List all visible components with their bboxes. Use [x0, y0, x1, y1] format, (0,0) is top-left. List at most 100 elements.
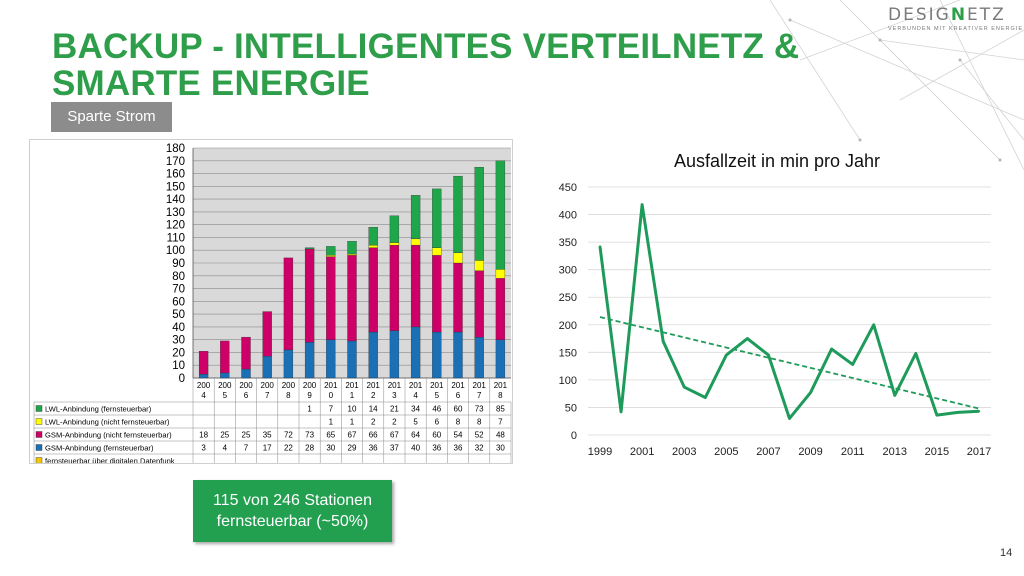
x-tick-label: 3 [392, 391, 397, 400]
data-point [598, 245, 602, 248]
data-point [683, 385, 686, 389]
y-tick-label: 180 [166, 143, 185, 155]
x-tick-label: 4 [201, 391, 206, 400]
table-cell: 34 [411, 405, 420, 414]
bar-segment [432, 255, 442, 333]
stations-callout: 115 von 246 Stationen fernsteuerbar (~50… [193, 480, 392, 542]
x-tick-label: 201 [367, 381, 381, 390]
logo-wordmark: DESIGNETZ [888, 5, 1006, 25]
data-point [809, 391, 812, 394]
bar-segment [410, 238, 421, 246]
x-tick-label: 2011 [841, 446, 865, 458]
bar-segment [453, 252, 463, 264]
data-point [767, 353, 770, 357]
x-tick-label: 2 [371, 391, 376, 400]
table-cell: 67 [390, 431, 399, 440]
legend-swatch [35, 457, 43, 464]
x-tick-label: 4 [413, 391, 418, 400]
table-cell: 8 [456, 418, 461, 427]
x-tick-label: 7 [477, 391, 482, 400]
table-cell: 65 [326, 431, 335, 440]
data-point [788, 417, 791, 420]
bar-segment [474, 336, 484, 379]
y-tick-label: 150 [559, 347, 577, 359]
designetz-logo: DESIGNETZ VERBUNDEN MIT KREATIVER ENERGI… [888, 5, 1022, 36]
x-tick-label: 6 [244, 391, 249, 400]
table-cell: 17 [263, 444, 272, 453]
bar-segment [347, 255, 357, 342]
bar-segment [220, 372, 230, 379]
x-tick-label: 5 [435, 391, 440, 400]
bar-segment [326, 255, 336, 257]
legend-swatch [35, 418, 43, 425]
legend-swatch [35, 444, 43, 451]
table-cell: 60 [454, 405, 463, 414]
bar-segment [432, 331, 442, 379]
bar-segment [326, 246, 336, 256]
data-point [914, 352, 918, 355]
bar-segment [474, 167, 484, 261]
table-cell: 30 [496, 444, 505, 453]
sparte-badge: Sparte Strom [51, 102, 172, 132]
x-tick-label: 201 [473, 381, 487, 390]
y-tick-label: 30 [172, 335, 185, 347]
data-point [704, 396, 707, 399]
y-tick-label: 0 [571, 430, 577, 442]
bar-segment [198, 374, 209, 379]
title-line-1: BACKUP - INTELLIGENTES VERTEILNETZ & [52, 27, 800, 66]
x-tick-label: 200 [239, 381, 253, 390]
x-tick-label: 201 [451, 381, 465, 390]
y-tick-label: 100 [559, 375, 577, 387]
bar-segment [495, 339, 506, 379]
bar-segment [368, 227, 378, 246]
x-tick-label: 2009 [798, 446, 822, 458]
x-tick-label: 1999 [588, 446, 612, 458]
bar-segment [283, 349, 294, 379]
y-tick-label: 50 [565, 402, 577, 414]
bar-segment [347, 340, 357, 379]
x-tick-label: 2017 [967, 446, 991, 458]
table-cell: 52 [475, 431, 484, 440]
table-cell: 10 [348, 405, 357, 414]
x-tick-label: 201 [494, 381, 508, 390]
bar-segment [495, 160, 506, 270]
y-tick-label: 110 [167, 232, 185, 244]
table-cell: 85 [496, 405, 505, 414]
x-tick-label: 9 [307, 391, 312, 400]
bar-segment [474, 260, 484, 271]
y-tick-label: 450 [559, 182, 577, 194]
bar-segment [389, 330, 400, 379]
x-tick-label: 201 [345, 381, 359, 390]
table-cell: 54 [454, 431, 463, 440]
table-cell: 35 [263, 431, 272, 440]
table-cell: 18 [199, 431, 208, 440]
data-point [746, 337, 749, 340]
y-tick-label: 40 [172, 322, 185, 334]
table-cell: 5 [413, 418, 418, 427]
y-tick-label: 350 [559, 237, 577, 249]
bar-segment [389, 242, 400, 246]
table-cell: 29 [348, 444, 357, 453]
y-tick-label: 90 [172, 258, 185, 270]
data-point [830, 347, 833, 351]
x-tick-label: 200 [303, 381, 317, 390]
data-point [661, 340, 665, 343]
legend-label: GSM-Anbindung (nicht fernsteuerbar) [45, 431, 172, 440]
bar-segment [198, 351, 209, 375]
table-cell: 4 [223, 444, 228, 453]
series-line [598, 203, 980, 420]
bar-segment [432, 247, 442, 256]
data-point [956, 411, 960, 414]
stations-bar-chart: 0 10 20 30 40 50 60 70 80 90 100 110 120 130 140 150 160… [29, 139, 513, 468]
bar-segment [326, 256, 336, 340]
legend-swatch [35, 431, 43, 438]
bar-segment [410, 326, 421, 379]
bar-segment [495, 278, 506, 340]
bar-segment [389, 215, 400, 243]
bar-segment [368, 331, 378, 379]
y-tick-label: 400 [559, 210, 577, 222]
table-cell: 64 [411, 431, 420, 440]
x-tick-label: 200 [218, 381, 232, 390]
y-tick-label: 100 [166, 245, 185, 257]
x-tick-label: 8 [286, 391, 291, 400]
